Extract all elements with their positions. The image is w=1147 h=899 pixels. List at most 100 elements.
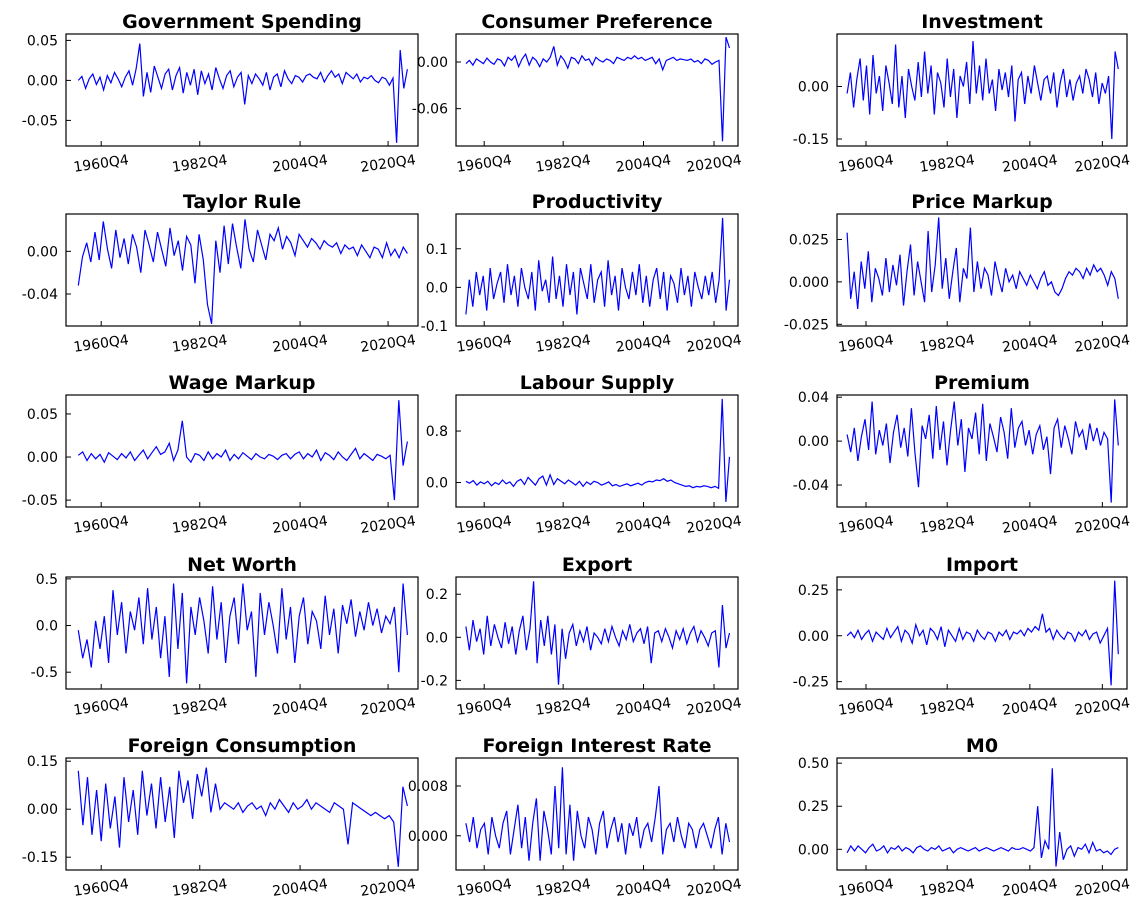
series-line [77,400,408,501]
panel-title: Price Markup [911,191,1052,213]
y-tick-label: 0.00 [27,244,58,260]
axes-frame [65,757,419,871]
y-tick-label: 0.000 [789,275,829,291]
y-tick-label: 0.00 [798,842,829,858]
y-tick-label: -0.05 [22,113,58,129]
panel-title: Taylor Rule [183,191,301,213]
y-tick-label: 0.0 [36,619,58,635]
x-tick-label: 2004Q4 [615,876,672,899]
x-tick-label: 1960Q4 [837,152,894,176]
x-tick-label: 1960Q4 [73,332,130,356]
series-line [77,767,408,867]
x-tick-label: 1982Q4 [171,332,228,356]
y-tick-label: 0.05 [27,33,58,49]
x-tick-label: 2020Q4 [1074,332,1131,356]
series-line [846,40,1119,140]
series-line [465,36,731,142]
x-tick-label: 1982Q4 [919,152,976,176]
x-tick-label: 2020Q4 [359,695,416,719]
y-tick-label: -0.04 [793,478,829,494]
axes-frame [455,394,739,508]
x-tick-label: 1982Q4 [535,332,592,356]
panel-productivity: Productivity 0.1 0.0 -0.1 1960Q4 1982Q4 2004Q4… [421,191,743,356]
y-tick-label: 0.2 [426,587,448,603]
x-tick-label: 1960Q4 [837,695,894,719]
panel-title: Foreign Interest Rate [482,735,711,757]
x-tick-label: 1982Q4 [919,876,976,899]
y-tick-label: 0.1 [426,242,448,258]
panel-wage-markup: Wage Markup 0.05 0.00 -0.05 1960Q4 1982Q4 2004… [22,372,419,537]
axes-frame [836,33,1128,147]
panel-title: Foreign Consumption [128,735,357,757]
panel-title: M0 [966,735,998,757]
x-tick-label: 1960Q4 [456,695,513,719]
series-line [77,219,408,325]
axes-frame [455,576,739,690]
y-tick-label: 0.8 [426,424,448,440]
series-line [465,767,731,861]
y-tick-label: 0.15 [27,754,58,770]
y-tick-label: 0.0 [426,476,448,492]
x-tick-label: 2020Q4 [1074,152,1131,176]
y-tick-label: 0.0 [426,280,448,296]
panel-import: Import 0.25 0.00 -0.25 1960Q4 1982Q4 2004Q4 202… [793,554,1131,719]
y-tick-label: 0.00 [798,629,829,645]
panel-title: Wage Markup [168,372,315,394]
x-tick-label: 2004Q4 [1001,332,1058,356]
y-tick-label: 0.000 [408,829,448,845]
y-tick-label: 0.00 [27,73,58,89]
panel-title: Investment [921,11,1043,33]
series-line [846,217,1119,310]
y-tick-label: 0.25 [798,583,829,599]
x-tick-label: 2020Q4 [359,152,416,176]
x-tick-label: 1960Q4 [837,513,894,537]
panel-net-worth: Net Worth 0.5 0.0 -0.5 1960Q4 1982Q4 2004Q4 202… [31,554,419,719]
x-tick-label: 1982Q4 [919,513,976,537]
y-tick-label: 0.05 [27,407,58,423]
x-tick-label: 1960Q4 [456,513,513,537]
x-tick-label: 2020Q4 [685,876,742,899]
x-tick-label: 1960Q4 [456,152,513,176]
y-tick-label: 0.00 [417,55,448,71]
x-tick-label: 1982Q4 [171,152,228,176]
panel-foreign-consumption: Foreign Consumption 0.15 0.00 -0.15 1960Q4 19… [22,735,419,899]
y-tick-label: -0.06 [412,102,448,118]
y-tick-label: -0.15 [22,850,58,866]
x-tick-label: 1960Q4 [73,152,130,176]
x-tick-label: 1960Q4 [73,876,130,899]
x-tick-label: 2004Q4 [1001,876,1058,899]
y-tick-label: 0.00 [27,450,58,466]
y-tick-label: 0.25 [798,799,829,815]
series-line [77,583,408,684]
panel-investment: Investment 0.00 -0.15 1960Q4 1982Q4 2004Q4 202… [793,11,1131,176]
x-tick-label: 1960Q4 [73,513,130,537]
x-tick-label: 1982Q4 [171,513,228,537]
x-tick-label: 2004Q4 [271,695,328,719]
axes-frame [836,576,1128,690]
x-tick-label: 2004Q4 [615,152,672,176]
x-tick-label: 2004Q4 [615,513,672,537]
x-tick-label: 2004Q4 [271,332,328,356]
x-tick-label: 2004Q4 [271,513,328,537]
axes-frame [836,394,1128,508]
panel-foreign-interest-rate: Foreign Interest Rate 0.008 0.000 1960Q4 198… [408,735,743,899]
series-line [846,399,1119,503]
x-tick-label: 2004Q4 [615,695,672,719]
y-tick-label: 0.50 [798,756,829,772]
axes-frame [65,576,419,690]
x-tick-label: 2020Q4 [685,332,742,356]
x-tick-label: 2020Q4 [1074,513,1131,537]
x-tick-label: 2020Q4 [685,513,742,537]
panel-government-spending: Government Spending 0.05 0.00 -0.05 1960Q4 19… [22,11,419,176]
axes-frame [836,757,1128,871]
series-line [465,398,731,502]
y-tick-label: -0.04 [22,287,58,303]
y-tick-label: 0.00 [27,802,58,818]
x-tick-label: 2004Q4 [1001,695,1058,719]
y-tick-label: -0.1 [421,319,448,335]
y-tick-label: -0.05 [22,493,58,509]
panel-price-markup: Price Markup 0.025 0.000 -0.025 1960Q4 1982Q4… [784,191,1131,356]
panel-title: Government Spending [122,11,362,33]
axes-frame [65,394,419,508]
